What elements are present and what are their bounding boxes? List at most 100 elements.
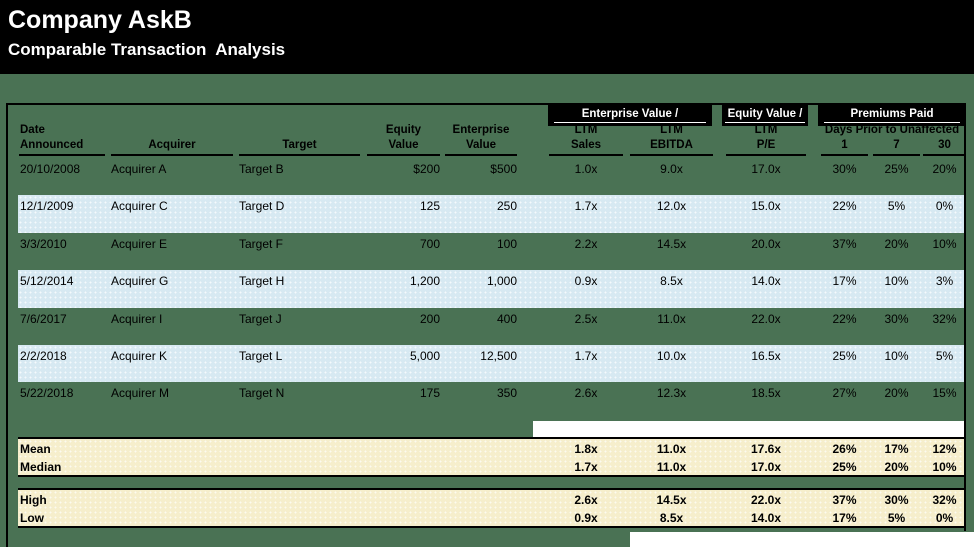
- table-row[interactable]: 3/3/2010 Acquirer E Target F 700 100 2.2…: [18, 233, 964, 270]
- cell-equity-value[interactable]: 175: [419, 386, 440, 401]
- cell-premium-30day[interactable]: 20%: [932, 162, 957, 176]
- group-header-enterprise-value[interactable]: Enterprise Value /: [548, 105, 712, 126]
- cell-premium-7day[interactable]: 10%: [884, 348, 909, 363]
- cell-target[interactable]: Target L: [239, 348, 283, 363]
- col-header-ltm-ebitda-line1[interactable]: LTM: [660, 124, 683, 136]
- summary-label-median[interactable]: Median: [20, 460, 62, 474]
- cell-target[interactable]: Target B: [239, 162, 284, 176]
- cell-acquirer[interactable]: Acquirer C: [111, 199, 168, 214]
- summary-low-ltm-sales[interactable]: 0.9x: [574, 511, 598, 525]
- cell-ltm-sales[interactable]: 1.0x: [574, 162, 598, 176]
- summary-high-ltm-sales[interactable]: 2.6x: [574, 493, 598, 507]
- cell-enterprise-value[interactable]: 400: [496, 311, 517, 326]
- cell-premium-7day[interactable]: 10%: [884, 274, 909, 289]
- cell-target[interactable]: Target H: [239, 274, 285, 289]
- cell-ltm-pe[interactable]: 16.5x: [751, 348, 781, 363]
- col-header-target[interactable]: Target: [282, 139, 317, 151]
- table-row[interactable]: 7/6/2017 Acquirer I Target J 200 400 2.5…: [18, 308, 964, 345]
- summary-mean-ltm-pe[interactable]: 17.6x: [750, 442, 782, 456]
- summary-median-ltm-ebitda[interactable]: 11.0x: [656, 460, 687, 474]
- cell-ltm-ebitda[interactable]: 8.5x: [660, 274, 683, 289]
- cell-premium-30day[interactable]: 5%: [935, 348, 954, 363]
- cell-premium-1day[interactable]: 22%: [832, 311, 857, 326]
- cell-premium-7day[interactable]: 25%: [884, 162, 909, 176]
- summary-median-ltm-pe[interactable]: 17.0x: [750, 460, 782, 474]
- cell-ltm-ebitda[interactable]: 9.0x: [660, 162, 683, 176]
- table-row[interactable]: 2/2/2018 Acquirer K Target L 5,000 12,50…: [18, 344, 964, 383]
- table-row[interactable]: 20/10/2008 Acquirer A Target B $200 $500…: [18, 158, 964, 195]
- cell-equity-value[interactable]: $200: [413, 162, 440, 176]
- group-header-premiums-paid[interactable]: Premiums Paid: [818, 105, 966, 126]
- cell-enterprise-value[interactable]: $500: [490, 162, 517, 176]
- cell-ltm-ebitda[interactable]: 14.5x: [656, 236, 687, 251]
- cell-equity-value[interactable]: 5,000: [409, 348, 440, 363]
- summary-label-low[interactable]: Low: [20, 511, 44, 525]
- cell-acquirer[interactable]: Acquirer G: [111, 274, 169, 289]
- summary-mean-premium-30day[interactable]: 12%: [932, 442, 957, 456]
- cell-equity-value[interactable]: 1,200: [409, 274, 440, 289]
- col-header-acquirer[interactable]: Acquirer: [148, 139, 196, 151]
- cell-acquirer[interactable]: Acquirer A: [111, 162, 167, 176]
- col-header-ebitda[interactable]: EBITDA: [650, 139, 693, 151]
- col-header-pe[interactable]: P/E: [756, 139, 776, 151]
- summary-mean-ltm-ebitda[interactable]: 11.0x: [656, 442, 687, 456]
- cell-acquirer[interactable]: Acquirer M: [111, 386, 170, 401]
- cell-ltm-ebitda[interactable]: 12.3x: [656, 386, 687, 401]
- cell-equity-value[interactable]: 125: [419, 199, 440, 214]
- summary-median-ltm-sales[interactable]: 1.7x: [574, 460, 598, 474]
- cell-ltm-sales[interactable]: 2.2x: [574, 236, 598, 251]
- cell-date-announced[interactable]: 5/12/2014: [20, 274, 74, 289]
- cell-date-announced[interactable]: 7/6/2017: [20, 311, 67, 326]
- summary-low-premium-1day[interactable]: 17%: [832, 511, 857, 525]
- cell-date-announced[interactable]: 5/22/2018: [20, 386, 74, 401]
- col-header-days-7[interactable]: 7: [893, 139, 900, 151]
- summary-mean-premium-1day[interactable]: 26%: [832, 442, 857, 456]
- cell-ltm-ebitda[interactable]: 11.0x: [657, 311, 686, 326]
- col-header-sales[interactable]: Sales: [570, 139, 602, 151]
- cell-ltm-pe[interactable]: 22.0x: [751, 311, 781, 326]
- cell-target[interactable]: Target J: [239, 311, 282, 326]
- cell-acquirer[interactable]: Acquirer I: [111, 311, 163, 326]
- cell-premium-30day[interactable]: 0%: [935, 199, 954, 214]
- cell-premium-1day[interactable]: 25%: [832, 348, 857, 363]
- cell-premium-1day[interactable]: 37%: [832, 236, 857, 251]
- cell-equity-value[interactable]: 200: [419, 311, 440, 326]
- summary-high-premium-30day[interactable]: 32%: [932, 493, 957, 507]
- summary-label-high[interactable]: High: [20, 493, 47, 507]
- cell-target[interactable]: Target N: [239, 386, 285, 401]
- col-header-equity-line2[interactable]: Value: [388, 139, 419, 151]
- cell-equity-value[interactable]: 700: [419, 236, 440, 251]
- cell-target[interactable]: Target D: [239, 199, 285, 214]
- summary-median-premium-1day[interactable]: 25%: [832, 460, 857, 474]
- cell-date-announced[interactable]: 12/1/2009: [20, 199, 74, 214]
- summary-mean-ltm-sales[interactable]: 1.8x: [574, 442, 598, 456]
- cell-ltm-sales[interactable]: 0.9x: [574, 274, 598, 289]
- cell-enterprise-value[interactable]: 100: [496, 236, 517, 251]
- cell-premium-30day[interactable]: 10%: [932, 236, 957, 251]
- cell-premium-1day[interactable]: 22%: [832, 199, 857, 214]
- cell-target[interactable]: Target F: [239, 236, 284, 251]
- col-header-enterprise-line1[interactable]: Enterprise: [452, 124, 510, 136]
- cell-acquirer[interactable]: Acquirer E: [111, 236, 168, 251]
- cell-premium-1day[interactable]: 17%: [832, 274, 857, 289]
- cell-date-announced[interactable]: 20/10/2008: [20, 162, 81, 176]
- summary-low-premium-7day[interactable]: 5%: [887, 511, 906, 525]
- cell-enterprise-value[interactable]: 250: [496, 199, 517, 214]
- cell-ltm-sales[interactable]: 1.7x: [574, 348, 598, 363]
- summary-median-premium-7day[interactable]: 20%: [884, 460, 909, 474]
- table-row[interactable]: 5/22/2018 Acquirer M Target N 175 350 2.…: [18, 382, 964, 419]
- summary-row-mean[interactable]: Mean 1.8x 11.0x 17.6x 26% 17% 12%: [18, 439, 964, 457]
- cell-ltm-ebitda[interactable]: 10.0x: [656, 348, 687, 363]
- col-header-equity-line1[interactable]: Equity: [385, 124, 422, 136]
- col-header-days-30[interactable]: 30: [938, 139, 951, 151]
- cell-enterprise-value[interactable]: 350: [496, 386, 517, 401]
- cell-premium-1day[interactable]: 27%: [832, 386, 857, 401]
- cell-ltm-sales[interactable]: 2.6x: [574, 386, 598, 401]
- cell-premium-7day[interactable]: 5%: [887, 199, 906, 214]
- cell-premium-1day[interactable]: 30%: [832, 162, 857, 176]
- cell-ltm-ebitda[interactable]: 12.0x: [656, 199, 687, 214]
- table-row[interactable]: 12/1/2009 Acquirer C Target D 125 250 1.…: [18, 195, 964, 233]
- cell-premium-7day[interactable]: 20%: [884, 386, 909, 401]
- summary-median-premium-30day[interactable]: 10%: [932, 460, 957, 474]
- col-header-date-line2[interactable]: Announced: [20, 139, 84, 151]
